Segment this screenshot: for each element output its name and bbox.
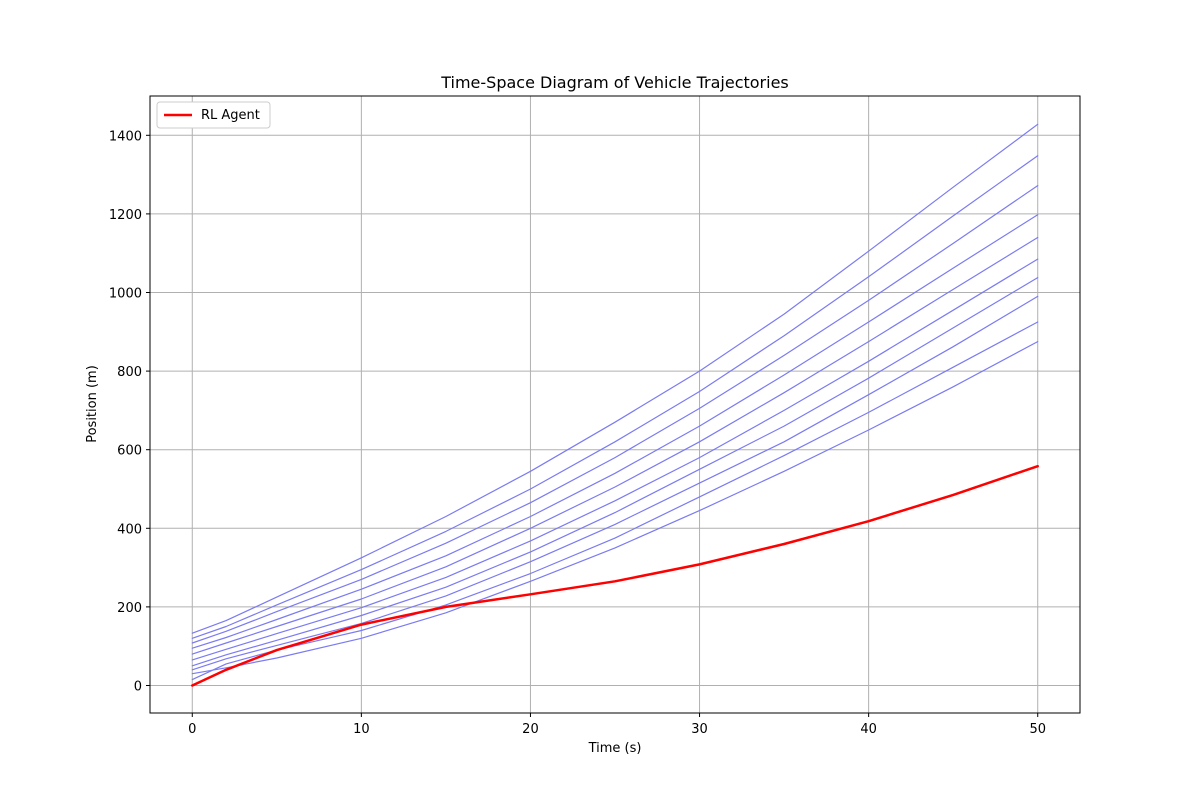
grid-lines xyxy=(150,96,1080,713)
y-axis-label: Position (m) xyxy=(85,365,100,443)
axes-frame xyxy=(149,95,1081,714)
y-tick-label-200: 200 xyxy=(117,601,142,616)
y-tick-label-400: 400 xyxy=(117,522,142,537)
x-tick-label-10: 10 xyxy=(353,722,370,737)
y-tick-label-1200: 1200 xyxy=(109,208,142,223)
series-line-vehicle-1 xyxy=(191,341,1039,675)
x-tick-label-20: 20 xyxy=(522,722,539,737)
y-tick-label-0: 0 xyxy=(134,679,142,694)
series-line-vehicle-10 xyxy=(191,123,1039,634)
y-tick-label-800: 800 xyxy=(117,365,142,380)
x-tick-label-0: 0 xyxy=(188,722,196,737)
y-tick-label-1400: 1400 xyxy=(109,129,142,144)
y-tick-label-600: 600 xyxy=(117,444,142,459)
x-tick-label-50: 50 xyxy=(1029,722,1046,737)
y-axis-ticks: 0 200 400 600 800 1000 1200 1400 xyxy=(109,129,150,694)
y-tick-label-1000: 1000 xyxy=(109,286,142,301)
series-line-vehicle-6 xyxy=(191,236,1039,655)
series-line-vehicle-7 xyxy=(191,214,1039,649)
chart-title: Time-Space Diagram of Vehicle Trajectori… xyxy=(440,73,789,92)
legend-box xyxy=(156,101,271,129)
series-line-rl-agent xyxy=(191,464,1039,687)
x-axis-ticks: 0 10 20 30 40 50 xyxy=(188,713,1046,737)
series-line-vehicle-4 xyxy=(191,277,1039,667)
x-tick-label-40: 40 xyxy=(860,722,877,737)
legend: RL Agent xyxy=(156,101,271,129)
series-line-vehicle-8 xyxy=(191,185,1039,644)
series-line-vehicle-3 xyxy=(191,295,1039,671)
series-line-vehicle-5 xyxy=(191,258,1039,661)
legend-label-rl-agent: RL Agent xyxy=(201,108,260,123)
series-line-vehicle-9 xyxy=(191,155,1039,639)
x-axis-label: Time (s) xyxy=(588,741,642,756)
x-tick-label-30: 30 xyxy=(691,722,708,737)
trajectory-lines xyxy=(191,123,1039,687)
